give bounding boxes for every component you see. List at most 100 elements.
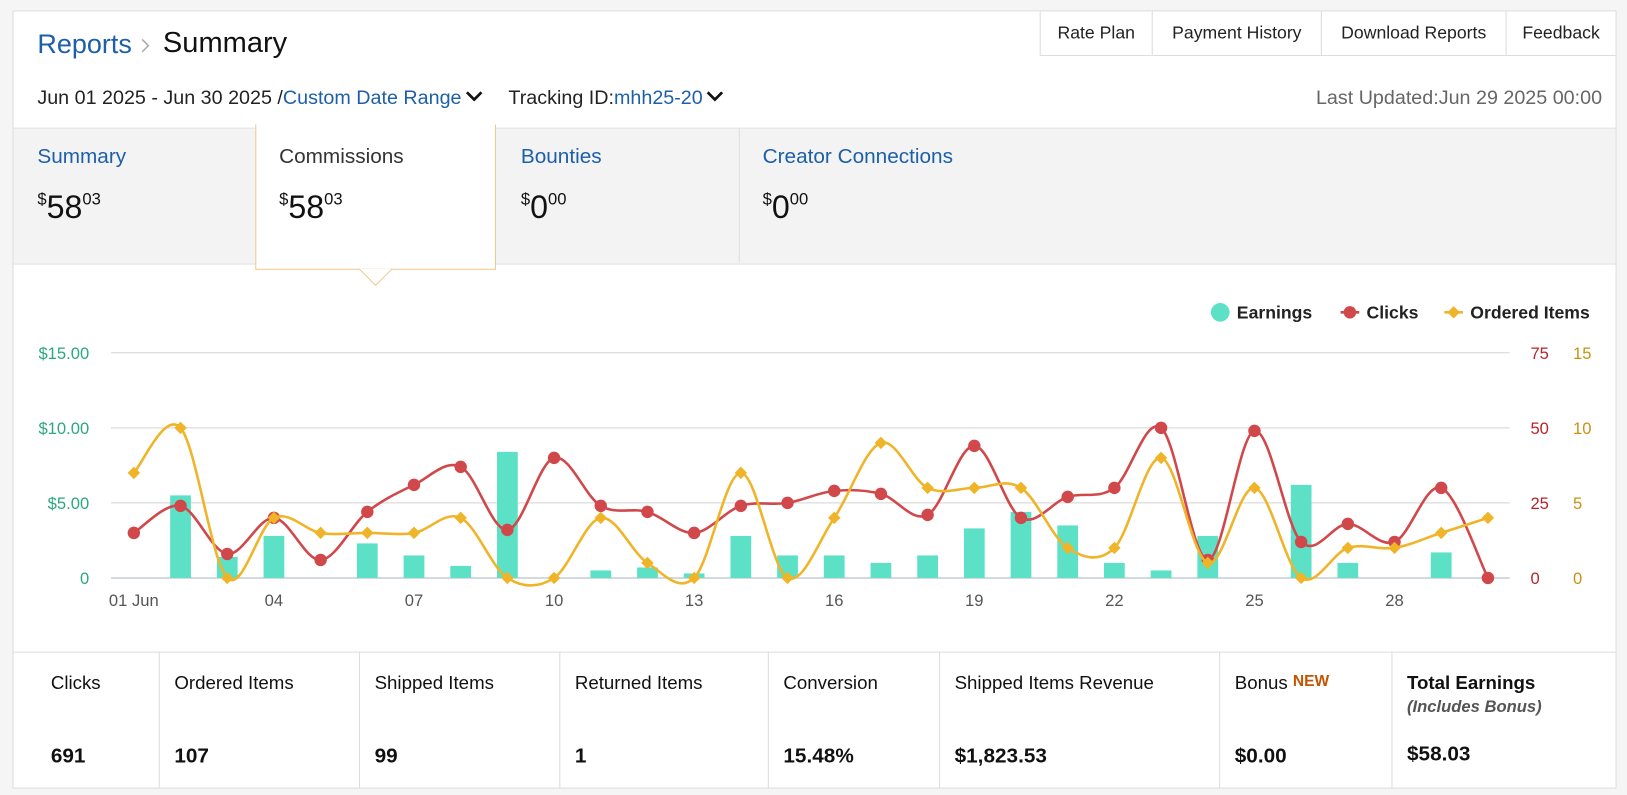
y-tick-label: 10 [1573, 419, 1591, 438]
marker [501, 523, 514, 537]
marker [641, 505, 654, 519]
bar [1150, 570, 1172, 578]
button[interactable]: Rate Plan [1039, 10, 1153, 57]
button[interactable]: Download Reports [1320, 10, 1507, 57]
bar [637, 567, 658, 578]
marker [1154, 421, 1168, 435]
tracking-id[interactable]: mhh25-20 [613, 87, 703, 109]
amount-cents: 03 [82, 190, 101, 209]
marker [174, 499, 187, 513]
x-tick-label: 13 [685, 591, 703, 610]
label-text: Returned Items [574, 672, 703, 694]
tracking-label: Tracking ID: [508, 87, 614, 109]
x-tick-label: 10 [545, 591, 563, 610]
marker [921, 508, 934, 522]
chart: 0 $5.00 $10.00 $15.00 0 25 50 75 0 5 10 15 01 Jun 04 0… [38, 302, 1591, 610]
marker [1201, 556, 1214, 570]
x-tick-label: 19 [965, 591, 983, 610]
chevron [706, 91, 724, 102]
stat: Returned Items 1 [559, 651, 768, 789]
note: (Includes Bonus) [1406, 698, 1542, 716]
label-text: Total Earnings [1406, 672, 1536, 694]
legend-swatch [1343, 306, 1357, 319]
stat-value: $1,823.53 [954, 744, 1047, 768]
stat-label: Total Earnings (Includes Bonus) [1407, 672, 1542, 717]
currency: $ [37, 190, 47, 209]
legend-swatch [1210, 302, 1230, 322]
active-tab[interactable] [255, 124, 496, 270]
marker [314, 526, 327, 540]
x-tick-label: 04 [265, 591, 283, 610]
tab-label[interactable]: Bounties [520, 145, 602, 169]
marker [828, 484, 841, 498]
x-tick-label: 22 [1105, 591, 1123, 610]
chevron [465, 91, 483, 102]
updated-label: Last Updated: [1315, 87, 1439, 109]
stat: Conversion 15.48% [767, 651, 939, 789]
amount-whole: 0 [530, 188, 549, 226]
date-mode[interactable]: Custom Date Range [282, 87, 462, 109]
stat: Total Earnings (Includes Bonus) $58.03 [1391, 651, 1615, 789]
label-text: Shipped Items Revenue [954, 672, 1154, 694]
marker [1061, 541, 1074, 555]
y-tick-label: 50 [1530, 419, 1548, 438]
stat: Shipped Items Revenue $1,823.53 [939, 651, 1219, 789]
marker [267, 511, 281, 525]
breadcrumb-link[interactable]: Reports [37, 28, 132, 60]
marker [734, 466, 748, 480]
breadcrumb-separator [141, 38, 150, 53]
legend-label: Clicks [1367, 303, 1419, 323]
bar [403, 555, 425, 578]
tab-divider [738, 127, 740, 263]
marker [501, 571, 514, 585]
legend-swatch [1447, 306, 1460, 319]
marker [828, 511, 841, 525]
tab-label[interactable]: Creator Connections [762, 145, 953, 169]
marker [1248, 424, 1261, 438]
y-tick-label: 25 [1530, 494, 1548, 513]
bar [730, 535, 752, 578]
marker [1108, 481, 1121, 495]
stat: Bonus NEW $0.00 [1219, 651, 1391, 789]
marker [1435, 526, 1448, 540]
amount-cents: 00 [548, 190, 567, 209]
label-text: Shipped Items [374, 672, 494, 694]
tab-label[interactable]: Summary [37, 145, 127, 169]
marker [1014, 511, 1028, 525]
last-updated: Last Updated:Jun 29 2025 00:00 [1316, 87, 1602, 110]
bar [216, 556, 238, 578]
y-tick-label: $5.00 [48, 494, 90, 513]
button[interactable]: Payment History [1151, 10, 1322, 57]
marker [127, 466, 141, 480]
stat-label: Shipped Items Revenue [955, 672, 1154, 694]
tracking: Tracking ID:mhh25-20 [508, 87, 725, 110]
marker [874, 436, 888, 450]
bar [1104, 562, 1125, 578]
x-tick-label: 07 [405, 591, 423, 610]
bar [963, 528, 985, 578]
label-text: Bonus [1234, 672, 1288, 694]
label-text: Conversion [783, 672, 878, 694]
marker [174, 421, 187, 435]
button[interactable]: Feedback [1505, 10, 1617, 57]
y-tick-label: 0 [1530, 569, 1539, 588]
marker [1341, 541, 1355, 555]
x-tick-label: 25 [1245, 591, 1263, 610]
currency: $ [762, 190, 772, 209]
amount-whole: 0 [771, 188, 790, 226]
stat: Shipped Items 99 [359, 651, 559, 789]
tab-label[interactable]: Commissions [279, 145, 404, 169]
bar [1010, 511, 1032, 578]
marker [1435, 481, 1448, 495]
marker [968, 439, 981, 453]
marker [781, 496, 794, 510]
stat-value: 15.48% [783, 744, 854, 768]
tab-amount: $5803 [37, 189, 100, 226]
marker [221, 571, 234, 585]
legend-label: Earnings [1237, 303, 1313, 323]
stat-label: Clicks [51, 672, 101, 694]
stat: Ordered Items 107 [158, 651, 359, 789]
y-tick-label: 5 [1573, 494, 1582, 513]
page-title: Summary [162, 25, 288, 59]
